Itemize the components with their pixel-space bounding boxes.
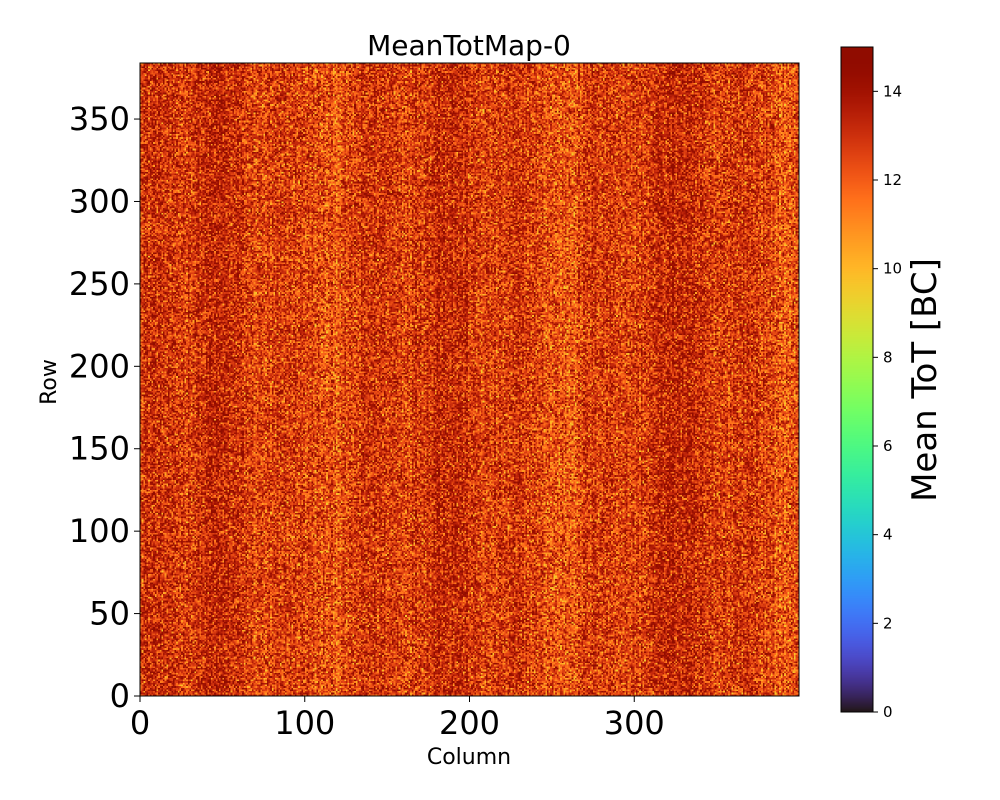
y-axis-ticks: 0 50 100 150 200 250 300 350 bbox=[69, 100, 140, 715]
y-tick-label: 300 bbox=[69, 182, 130, 220]
colorbar: 0 2 4 6 8 10 12 14 Mean ToT [BC] bbox=[840, 46, 945, 721]
chart-title: MeanTotMap-0 bbox=[367, 29, 571, 62]
heatmap-image bbox=[140, 63, 799, 696]
colorbar-label: Mean ToT [BC] bbox=[905, 258, 945, 502]
x-axis-ticks: 0 100 200 300 bbox=[130, 696, 665, 742]
y-tick-label: 350 bbox=[69, 100, 130, 138]
colorbar-tick-label: 0 bbox=[883, 703, 893, 721]
y-tick-label: 200 bbox=[69, 347, 130, 385]
x-tick-label: 100 bbox=[274, 704, 335, 742]
colorbar-tick-label: 4 bbox=[883, 526, 893, 544]
y-tick-label: 100 bbox=[69, 512, 130, 550]
y-tick-label: 0 bbox=[110, 677, 130, 715]
colorbar-tick-label: 8 bbox=[883, 348, 893, 366]
y-tick-label: 50 bbox=[89, 595, 130, 633]
colorbar-tick-label: 6 bbox=[883, 437, 893, 455]
y-tick-label: 150 bbox=[69, 430, 130, 468]
colorbar-frame bbox=[840, 46, 874, 713]
x-tick-label: 300 bbox=[604, 704, 665, 742]
x-tick-label: 0 bbox=[130, 704, 150, 742]
y-axis-label: Row bbox=[37, 359, 62, 405]
x-tick-label: 200 bbox=[439, 704, 500, 742]
x-axis-label: Column bbox=[427, 745, 511, 770]
colorbar-tick-label: 14 bbox=[883, 82, 902, 100]
colorbar-ticks: 0 2 4 6 8 10 12 14 bbox=[873, 82, 902, 721]
colorbar-gradient bbox=[841, 47, 873, 712]
colorbar-tick-label: 2 bbox=[883, 614, 893, 632]
colorbar-tick-label: 10 bbox=[883, 260, 902, 278]
heatmap-area bbox=[139, 62, 800, 697]
colorbar-tick-label: 12 bbox=[883, 171, 902, 189]
y-tick-label: 250 bbox=[69, 265, 130, 303]
